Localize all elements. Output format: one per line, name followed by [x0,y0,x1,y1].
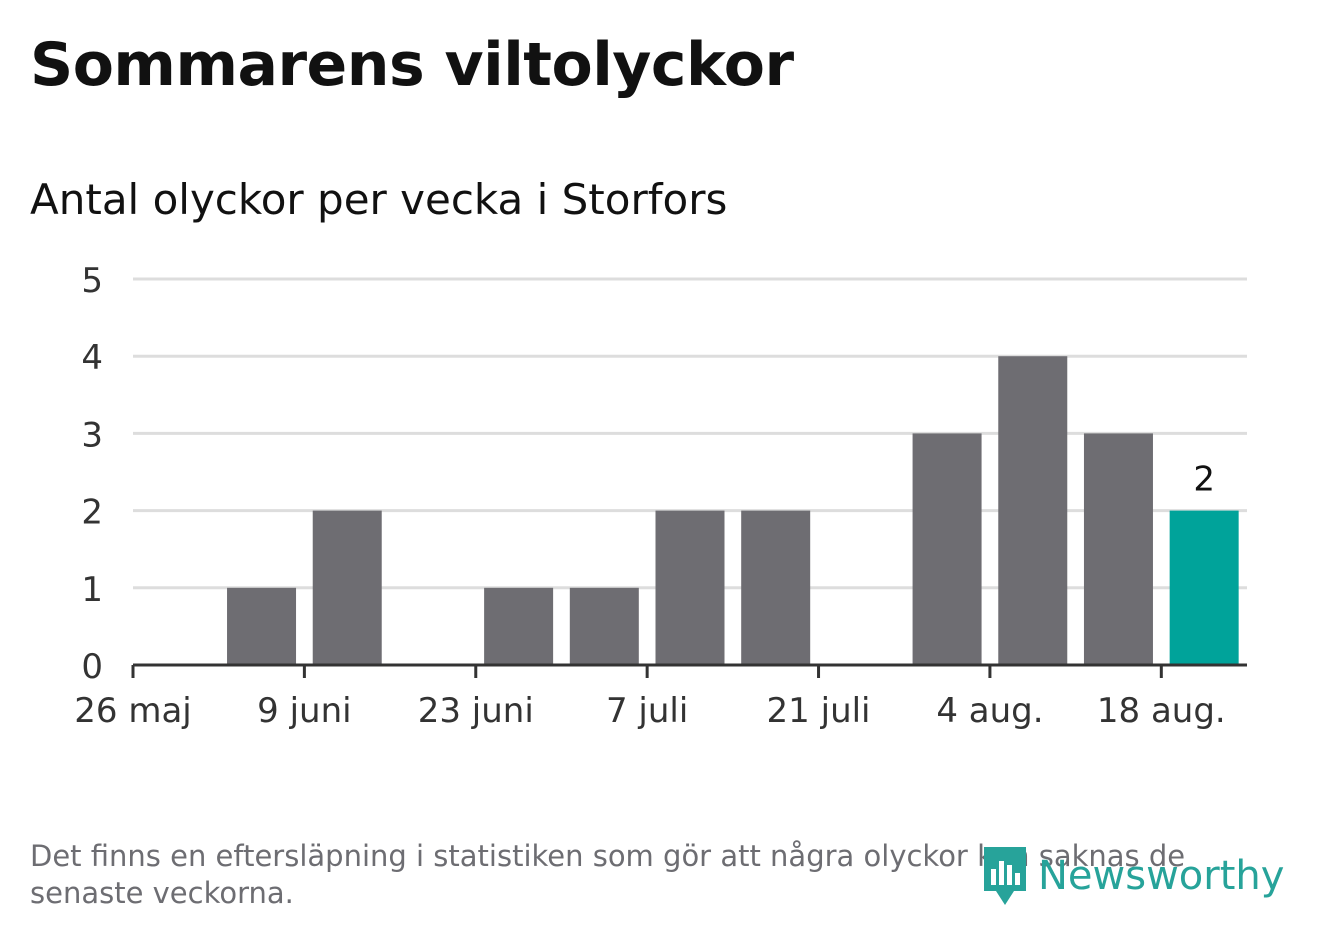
bar [1084,433,1153,665]
bar [484,588,553,665]
y-tick-label: 1 [81,570,103,610]
x-tick-label: 7 juli [606,691,688,731]
bar [570,588,639,665]
x-tick-label: 18 aug. [1097,691,1226,731]
x-tick-label: 9 juni [257,691,351,731]
bar [998,356,1067,665]
bar [313,511,382,665]
newsworthy-logo: Newsworthy [980,845,1284,907]
y-tick-label: 5 [81,261,103,301]
newsworthy-logo-text: Newsworthy [1038,853,1284,899]
bar-chart: 0 1 2 3 4 5 26 maj 9 juni 23 juni 7 juli 21 juli 4… [0,0,1322,800]
x-tick-label: 26 maj [74,691,191,731]
y-tick-label: 2 [81,493,103,533]
x-tick-label: 4 aug. [936,691,1043,731]
data-label: 2 [1193,460,1215,500]
x-axis: 26 maj 9 juni 23 juni 7 juli 21 juli 4 aug. 18… [74,665,1247,731]
newsworthy-logo-icon [980,845,1030,907]
bar [913,433,982,665]
x-tick-label: 21 juli [767,691,871,731]
data-labels: 2 [1193,460,1215,500]
bar-highlight [1170,511,1239,665]
bar [227,588,296,665]
x-tick-label: 23 juni [418,691,534,731]
y-tick-label: 3 [81,415,103,455]
bar [656,511,725,665]
y-tick-label: 4 [81,338,103,378]
y-axis-ticks: 0 1 2 3 4 5 [81,261,103,687]
y-tick-label: 0 [81,647,103,687]
bar [741,511,810,665]
